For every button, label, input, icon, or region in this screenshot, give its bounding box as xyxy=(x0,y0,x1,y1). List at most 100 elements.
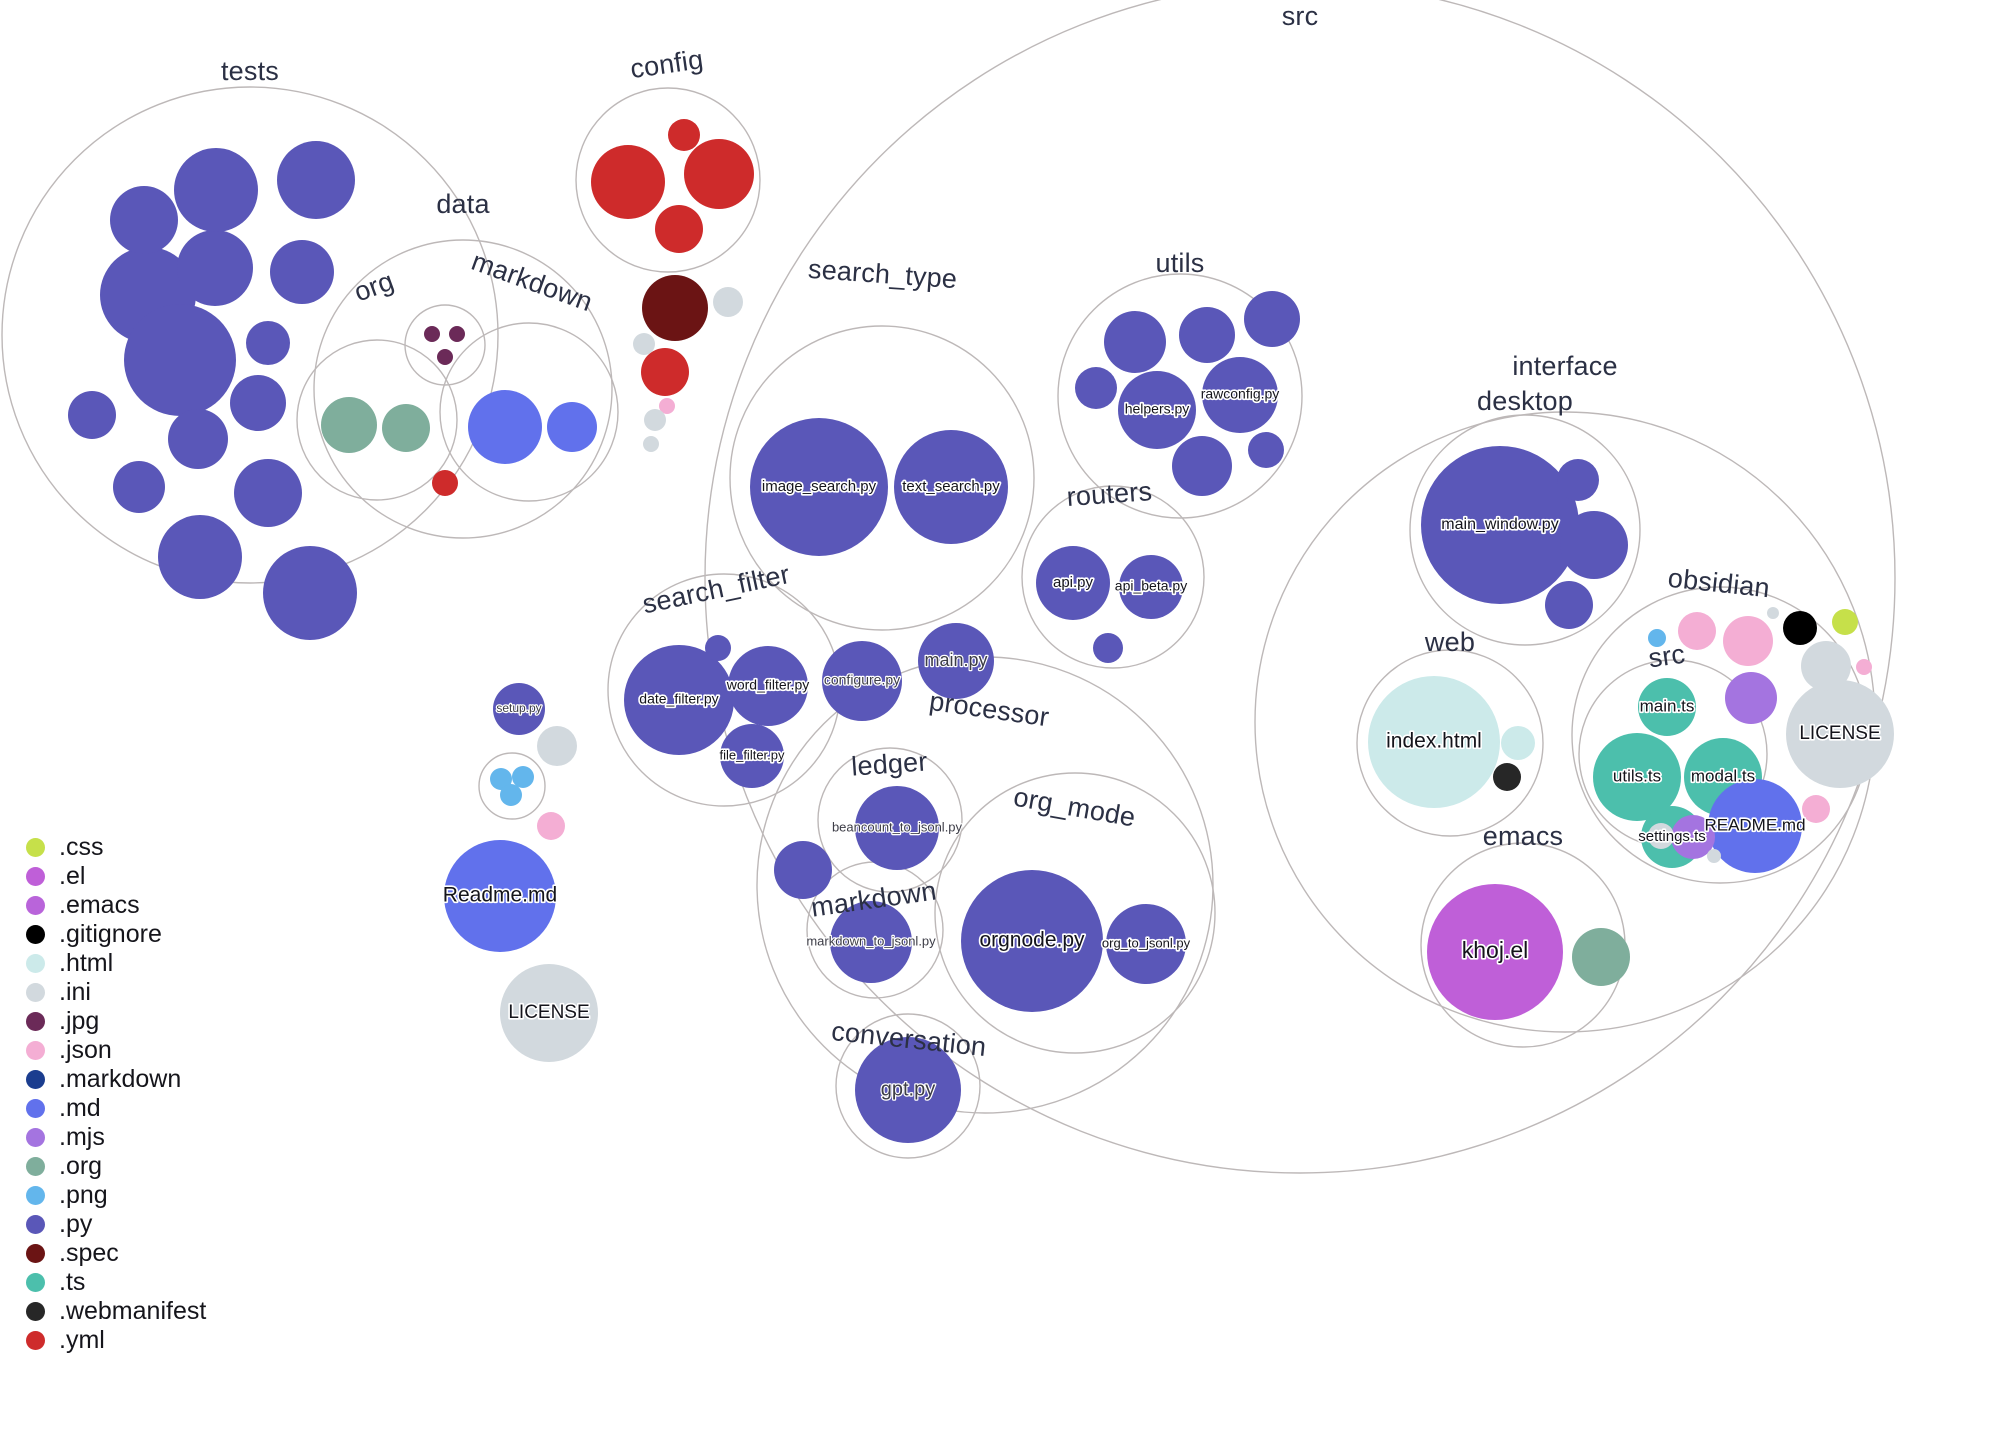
file-circle-main_window.py[interactable] xyxy=(1421,446,1579,604)
file-circle-root_json_b[interactable] xyxy=(537,812,565,840)
file-circle-data_yml[interactable] xyxy=(432,470,458,496)
directory-circle-data[interactable] xyxy=(313,239,613,539)
file-circle-routers_small[interactable] xyxy=(1093,633,1123,663)
legend-item-png[interactable]: .png xyxy=(26,1181,286,1210)
file-circle-obsidian_mjs[interactable] xyxy=(1725,672,1777,724)
file-circle-api_beta.py[interactable] xyxy=(1119,555,1183,619)
directory-circle-png-ring[interactable] xyxy=(478,752,546,820)
file-circle-obsidian_css[interactable] xyxy=(1832,609,1858,635)
file-circle-emacs_org[interactable] xyxy=(1572,928,1630,986)
legend-item-webmanifest[interactable]: .webmanifest xyxy=(26,1297,286,1326)
legend-item-el[interactable]: .el xyxy=(26,862,286,891)
file-circle-data_jpg_c[interactable] xyxy=(437,349,453,365)
legend-item-json[interactable]: .json xyxy=(26,1036,286,1065)
file-circle-obsidian_gitignore[interactable] xyxy=(1783,611,1817,645)
file-circle-png_c[interactable] xyxy=(500,784,522,806)
file-circle-data_md_a[interactable] xyxy=(468,390,542,464)
directory-circle-tests[interactable] xyxy=(1,86,499,584)
file-circle-org_to_jsonl.py[interactable] xyxy=(1106,904,1186,984)
file-circle-root_spec[interactable] xyxy=(642,275,708,341)
legend-item-spec[interactable]: .spec xyxy=(26,1239,286,1268)
file-circle-data_org_a[interactable] xyxy=(321,397,377,453)
legend-item-md[interactable]: .md xyxy=(26,1094,286,1123)
file-circle-tests_m[interactable] xyxy=(234,459,302,527)
legend-item-mjs[interactable]: .mjs xyxy=(26,1123,286,1152)
file-circle-data_org_b[interactable] xyxy=(382,404,430,452)
file-circle-tests_j[interactable] xyxy=(168,409,228,469)
file-circle-root_ini_e[interactable] xyxy=(537,726,577,766)
directory-circle-conversation[interactable] xyxy=(835,1013,981,1159)
file-circle-obsidian_ini_b[interactable] xyxy=(1648,823,1674,849)
directory-circle-config[interactable] xyxy=(575,87,761,273)
file-circle-tests_o[interactable] xyxy=(68,391,116,439)
legend-item-jpg[interactable]: .jpg xyxy=(26,1007,286,1036)
directory-circle-ledger[interactable] xyxy=(817,747,963,893)
file-circle-web_webmanifest[interactable] xyxy=(1493,763,1521,791)
file-circle-search_filter_small[interactable] xyxy=(705,635,731,661)
legend-item-py[interactable]: .py xyxy=(26,1210,286,1239)
file-circle-tests_b[interactable] xyxy=(177,230,253,306)
legend-item-ts[interactable]: .ts xyxy=(26,1268,286,1297)
file-circle-data_md_b[interactable] xyxy=(547,402,597,452)
file-circle-obsidian_png[interactable] xyxy=(1648,629,1666,647)
file-circle-helpers.py[interactable] xyxy=(1118,371,1196,449)
file-circle-orgnode.py[interactable] xyxy=(961,870,1103,1012)
directory-circle-desktop[interactable] xyxy=(1409,414,1641,646)
file-circle-config_yml_b[interactable] xyxy=(668,119,700,151)
file-circle-LICENSE_root[interactable] xyxy=(500,964,598,1062)
file-circle-obsidian_json_r[interactable] xyxy=(1802,795,1830,823)
file-circle-tests_i[interactable] xyxy=(230,375,286,431)
directory-circle-images-ring[interactable] xyxy=(404,304,486,386)
file-circle-tests_h[interactable] xyxy=(246,321,290,365)
file-circle-obsidian_mjs_b[interactable] xyxy=(1671,815,1715,859)
file-circle-tests_c[interactable] xyxy=(124,304,236,416)
file-circle-Readme.md[interactable] xyxy=(444,840,556,952)
file-circle-root_json[interactable] xyxy=(659,398,675,414)
file-circle-tests_k[interactable] xyxy=(113,461,165,513)
legend-item-gitignore[interactable]: .gitignore xyxy=(26,920,286,949)
legend-item-css[interactable]: .css xyxy=(26,833,286,862)
file-circle-utils_e[interactable] xyxy=(1172,436,1232,496)
file-circle-root_ini_d[interactable] xyxy=(643,436,659,452)
file-circle-desktop_c[interactable] xyxy=(1560,511,1628,579)
file-circle-text_search.py[interactable] xyxy=(894,430,1008,544)
file-circle-tests_e[interactable] xyxy=(174,148,258,232)
directory-circle-web[interactable] xyxy=(1356,649,1544,837)
file-circle-file_filter.py[interactable] xyxy=(720,724,784,788)
file-circle-rawconfig.py[interactable] xyxy=(1202,357,1278,433)
directory-circle-routers[interactable] xyxy=(1021,485,1205,669)
file-circle-LICENSE[interactable] xyxy=(1786,680,1894,788)
file-circle-png_b[interactable] xyxy=(512,766,534,788)
file-circle-root_ini_c[interactable] xyxy=(644,409,666,431)
file-circle-main.ts[interactable] xyxy=(1638,678,1696,736)
file-circle-desktop_d[interactable] xyxy=(1545,581,1593,629)
file-circle-root_ini_b[interactable] xyxy=(633,333,655,355)
file-circle-utils_b[interactable] xyxy=(1179,307,1235,363)
legend-item-yml[interactable]: .yml xyxy=(26,1326,286,1355)
file-circle-obsidian_ini_sm[interactable] xyxy=(1801,641,1851,691)
file-circle-api.py[interactable] xyxy=(1036,546,1110,620)
directory-circle-markdown[interactable] xyxy=(439,322,619,502)
file-circle-beancount_to_jsonl.py[interactable] xyxy=(855,786,939,870)
file-circle-main.py[interactable] xyxy=(918,623,994,699)
file-circle-config_yml_c[interactable] xyxy=(684,139,754,209)
file-circle-utils_a[interactable] xyxy=(1104,311,1166,373)
file-circle-configure.py[interactable] xyxy=(822,641,902,721)
file-circle-obsidian_ini_tiny[interactable] xyxy=(1767,607,1779,619)
legend-item-markdown[interactable]: .markdown xyxy=(26,1065,286,1094)
file-circle-utils_c[interactable] xyxy=(1244,291,1300,347)
file-circle-date_filter.py[interactable] xyxy=(624,645,734,755)
file-circle-khoj.el[interactable] xyxy=(1427,884,1563,1020)
file-circle-markdown_to_jsonl.py[interactable] xyxy=(830,901,912,983)
file-circle-config_yml_a[interactable] xyxy=(591,145,665,219)
legend-item-org[interactable]: .org xyxy=(26,1152,286,1181)
directory-circle-org[interactable] xyxy=(296,339,458,501)
file-circle-root_ini_a[interactable] xyxy=(713,287,743,317)
file-circle-utils_f[interactable] xyxy=(1248,432,1284,468)
file-circle-gpt.py[interactable] xyxy=(855,1037,961,1143)
file-circle-word_filter.py[interactable] xyxy=(728,646,808,726)
file-circle-utils.ts[interactable] xyxy=(1593,733,1681,821)
file-circle-utils_d[interactable] xyxy=(1075,367,1117,409)
file-circle-obsidian_json_tiny[interactable] xyxy=(1856,659,1872,675)
file-circle-obsidian_json_b[interactable] xyxy=(1723,616,1773,666)
